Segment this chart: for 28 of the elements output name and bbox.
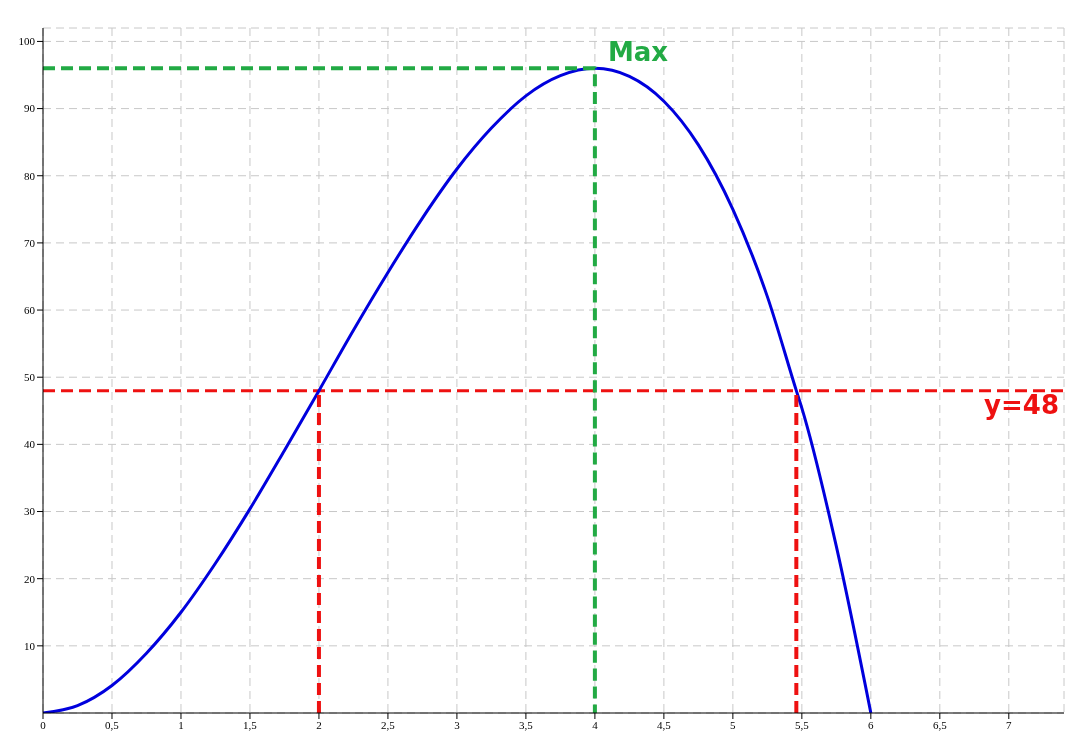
x-tick-label: 2 bbox=[316, 718, 322, 731]
y-tick-label: 30 bbox=[24, 505, 36, 518]
y-tick-label: 70 bbox=[24, 236, 36, 249]
x-tick-label: 5,5 bbox=[794, 718, 810, 731]
y-tick-label: 60 bbox=[24, 303, 36, 316]
x-tick-label: 4 bbox=[592, 718, 599, 731]
x-tick-label: 2,5 bbox=[381, 718, 396, 731]
x-tick-label: 6 bbox=[868, 718, 875, 731]
y-tick-label: 90 bbox=[24, 102, 36, 115]
ref-line-label: y=48 bbox=[984, 390, 1059, 421]
y-tick-label: 20 bbox=[24, 572, 36, 585]
x-tick-label: 4,5 bbox=[657, 718, 672, 731]
line-series bbox=[43, 66, 873, 713]
x-tick-label: 3 bbox=[454, 718, 461, 731]
x-tick-label: 1,5 bbox=[243, 718, 258, 731]
y-tick-label: 100 bbox=[18, 35, 36, 48]
x-tick-label: 1 bbox=[178, 718, 184, 731]
y-tick-label: 10 bbox=[24, 639, 36, 652]
x-tick-label: 0,5 bbox=[105, 718, 120, 731]
y-tick-label: 50 bbox=[24, 371, 36, 384]
annotation: Max bbox=[607, 37, 669, 68]
y-tick-label: 80 bbox=[24, 169, 36, 182]
y-tick-label: 40 bbox=[24, 438, 36, 451]
x-tick-label: 3,5 bbox=[519, 718, 534, 731]
x-tick-label: 6,5 bbox=[932, 718, 948, 731]
x-tick-label: 7 bbox=[1006, 718, 1013, 731]
x-tick-label: 5 bbox=[730, 718, 737, 731]
x-tick-label: 0 bbox=[40, 718, 47, 731]
